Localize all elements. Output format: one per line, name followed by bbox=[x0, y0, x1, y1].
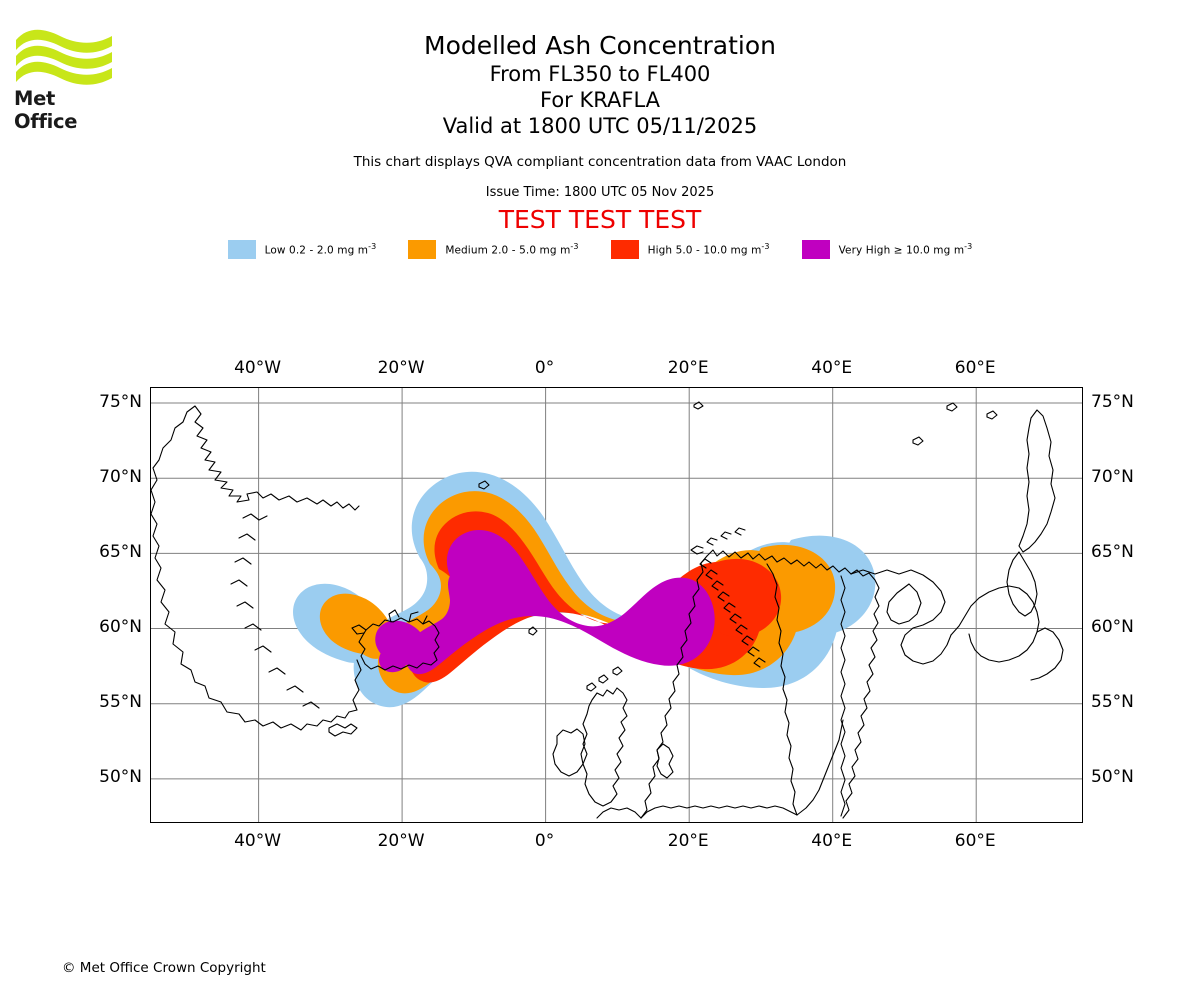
lon-label-top-60E: 60°E bbox=[954, 358, 996, 378]
coastlines bbox=[151, 401, 1064, 819]
coastline-denmark bbox=[656, 743, 674, 779]
plume-source-very-high-2 bbox=[379, 645, 408, 673]
lon-label-bottom-0: 0° bbox=[534, 831, 555, 851]
map-frame bbox=[150, 387, 1083, 823]
coastline-white-sea-inner bbox=[886, 583, 922, 625]
plume-contour-high-east bbox=[701, 558, 782, 638]
lat-label-right-75: 75°N bbox=[1091, 391, 1134, 412]
coastline-lofoten bbox=[690, 527, 746, 555]
lon-label-bottom-40W: 40°W bbox=[234, 831, 282, 851]
legend-label-medium: Medium 2.0 - 5.0 mg m-3 bbox=[445, 242, 579, 257]
lon-label-top-40W: 40°W bbox=[234, 358, 282, 378]
coastline-ireland bbox=[552, 728, 586, 777]
lat-label-left-65: 65°N bbox=[99, 541, 142, 562]
lat-label-right-60: 60°N bbox=[1091, 617, 1134, 637]
lat-label-left-50: 50°N bbox=[99, 767, 142, 788]
coastline-novaya-zemlya-south bbox=[1006, 551, 1038, 617]
lat-label-right-70: 70°N bbox=[1091, 466, 1134, 487]
coastline-iceland bbox=[358, 617, 440, 671]
lon-label-bottom-40E: 40°E bbox=[811, 831, 853, 851]
page-title: Modelled Ash Concentration bbox=[424, 31, 776, 60]
flight-level-range: From FL350 to FL400 bbox=[489, 62, 711, 86]
legend-label-low: Low 0.2 - 2.0 mg m-3 bbox=[264, 242, 377, 257]
valid-time: Valid at 1800 UTC 05/11/2025 bbox=[442, 114, 758, 138]
ash-plume-contours bbox=[293, 471, 876, 708]
lat-label-right-55: 55°N bbox=[1091, 692, 1134, 713]
coastline-faroe bbox=[528, 626, 538, 636]
lat-label-left-70: 70°N bbox=[99, 466, 142, 487]
legend-item-low: Low 0.2 - 2.0 mg m-3 bbox=[227, 240, 377, 259]
lon-label-bottom-20W: 20°W bbox=[377, 831, 425, 851]
lon-label-top-40E: 40°E bbox=[811, 358, 853, 378]
plume-contour-very-high bbox=[405, 530, 715, 675]
lat-label-left-55: 55°N bbox=[99, 692, 142, 713]
issue-time: Issue Time: 1800 UTC 05 Nov 2025 bbox=[485, 185, 715, 200]
lon-label-top-20E: 20°E bbox=[667, 358, 709, 378]
lat-label-left-60: 60°N bbox=[99, 617, 142, 637]
coastline-great-britain bbox=[582, 687, 628, 807]
border-finland-russia bbox=[840, 575, 846, 817]
logo-brand-text: Met Office bbox=[14, 87, 78, 133]
legend-item-high: High 5.0 - 10.0 mg m-3 bbox=[610, 240, 770, 259]
coastline-russia-north bbox=[950, 585, 1040, 663]
legend-label-high: High 5.0 - 10.0 mg m-3 bbox=[647, 242, 770, 257]
coastline-jan-mayen bbox=[478, 480, 490, 490]
legend-swatch-medium bbox=[408, 240, 437, 259]
coastline-iceland-fjords bbox=[351, 609, 428, 635]
lat-label-right-65: 65°N bbox=[1091, 541, 1134, 562]
copyright-notice: © Met Office Crown Copyright bbox=[62, 960, 266, 976]
coastline-france bbox=[596, 807, 642, 819]
lon-label-top-0: 0° bbox=[534, 358, 555, 378]
ash-concentration-map: 75°N 70°N 65°N 60°N 55°N 50°N 75°N 70°N … bbox=[99, 358, 1134, 851]
legend-swatch-very-high bbox=[801, 240, 830, 259]
coastline-nw-europe bbox=[640, 805, 798, 819]
coastline-norway bbox=[706, 549, 880, 819]
met-office-logo: Met Office bbox=[14, 24, 124, 133]
coastline-baltic bbox=[796, 719, 844, 816]
chart-header: Modelled Ash Concentration From FL350 to… bbox=[0, 0, 1200, 234]
lon-label-top-20W: 20°W bbox=[377, 358, 425, 378]
lat-label-right-50: 50°N bbox=[1091, 767, 1134, 788]
concentration-legend: Low 0.2 - 2.0 mg m-3 Medium 2.0 - 5.0 mg… bbox=[0, 240, 1200, 259]
coastline-scotland-isles bbox=[586, 666, 623, 692]
test-banner: TEST TEST TEST bbox=[498, 205, 702, 234]
chart-subtitle: This chart displays QVA compliant concen… bbox=[353, 154, 847, 170]
legend-label-very-high: Very High ≥ 10.0 mg m-3 bbox=[838, 242, 973, 257]
coastline-svalbard bbox=[693, 401, 704, 410]
legend-item-medium: Medium 2.0 - 5.0 mg m-3 bbox=[408, 240, 578, 259]
coastline-greenland bbox=[151, 405, 362, 731]
map-canvas bbox=[151, 388, 1082, 822]
legend-swatch-high bbox=[610, 240, 639, 259]
coastline-greenland-detail bbox=[230, 513, 320, 709]
lon-label-bottom-60E: 60°E bbox=[954, 831, 996, 851]
coastline-norway-west bbox=[640, 555, 708, 819]
legend-swatch-low bbox=[227, 240, 256, 259]
legend-item-very-high: Very High ≥ 10.0 mg m-3 bbox=[801, 240, 973, 259]
border-sweden-finland bbox=[766, 563, 798, 816]
coastline-norway-fjords bbox=[699, 558, 766, 668]
volcano-name: For KRAFLA bbox=[540, 88, 660, 112]
lat-label-left-75: 75°N bbox=[99, 391, 142, 412]
lon-label-bottom-20E: 20°E bbox=[667, 831, 709, 851]
coastline-russia-east bbox=[1030, 627, 1064, 681]
coastline-kola-white-sea bbox=[850, 569, 952, 665]
coastline-small-islands bbox=[912, 402, 998, 446]
coastline-greenland-south-tip bbox=[328, 723, 358, 737]
coastline-novaya-zemlya bbox=[1018, 409, 1056, 553]
met-office-waves-icon bbox=[16, 29, 112, 85]
